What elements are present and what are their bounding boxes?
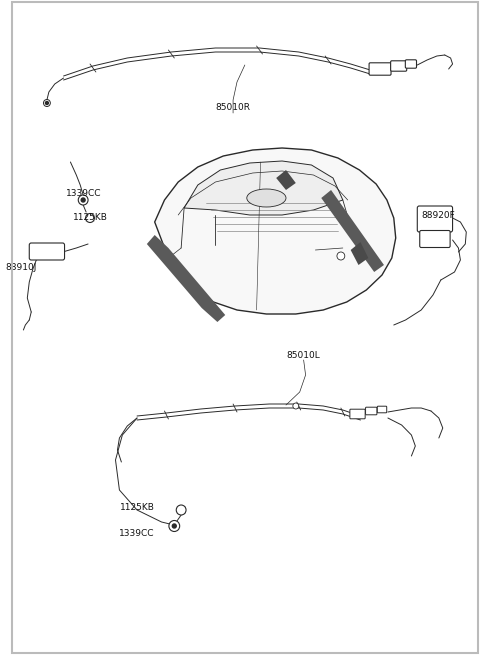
- FancyBboxPatch shape: [369, 63, 391, 75]
- FancyBboxPatch shape: [29, 243, 64, 260]
- FancyBboxPatch shape: [391, 61, 407, 71]
- FancyBboxPatch shape: [405, 60, 417, 68]
- Polygon shape: [351, 242, 368, 265]
- Circle shape: [85, 214, 95, 223]
- Circle shape: [293, 403, 299, 409]
- Circle shape: [176, 505, 186, 515]
- Text: 85010L: 85010L: [287, 350, 321, 360]
- Circle shape: [172, 524, 176, 528]
- Text: 1125KB: 1125KB: [73, 214, 108, 223]
- Text: 85010R: 85010R: [216, 103, 251, 113]
- Text: 1339CC: 1339CC: [119, 529, 155, 538]
- Circle shape: [337, 252, 345, 260]
- Polygon shape: [147, 235, 225, 322]
- FancyBboxPatch shape: [420, 231, 450, 248]
- Circle shape: [78, 195, 88, 205]
- FancyBboxPatch shape: [377, 406, 387, 413]
- Polygon shape: [184, 161, 343, 215]
- Polygon shape: [276, 170, 296, 190]
- Circle shape: [46, 102, 48, 105]
- Text: 1339CC: 1339CC: [66, 189, 101, 198]
- Ellipse shape: [247, 189, 286, 207]
- Text: 88920F: 88920F: [421, 210, 455, 219]
- Polygon shape: [321, 190, 384, 272]
- FancyBboxPatch shape: [417, 206, 453, 232]
- Polygon shape: [155, 148, 396, 314]
- Circle shape: [44, 100, 50, 107]
- FancyBboxPatch shape: [366, 407, 377, 415]
- Circle shape: [169, 521, 180, 531]
- Text: 88910J: 88910J: [6, 263, 37, 272]
- Circle shape: [81, 198, 85, 202]
- FancyBboxPatch shape: [350, 409, 365, 419]
- Text: 1125KB: 1125KB: [120, 502, 155, 512]
